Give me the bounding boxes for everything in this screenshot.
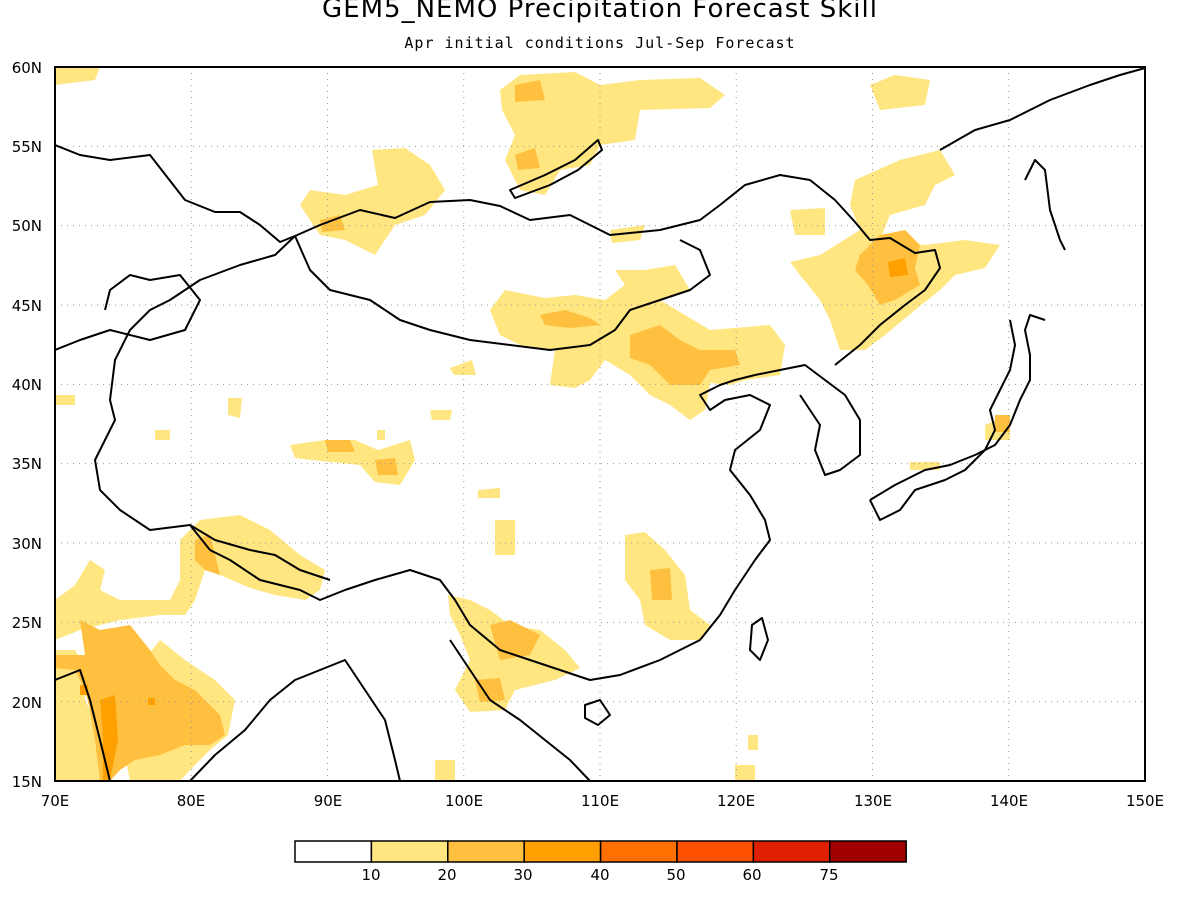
colorbar-swatch [676, 840, 755, 863]
map-subtitle: Apr initial conditions Jul-Sep Forecast [404, 34, 796, 52]
coastlines [55, 67, 1145, 781]
y-tick-label: 55N [12, 138, 42, 156]
japan-west-coast-line [869, 319, 1016, 521]
colorbar-swatch [829, 840, 907, 863]
skill-area [748, 735, 758, 750]
skill-area [450, 360, 476, 375]
skill-area [377, 430, 385, 440]
korea-coast-line [754, 364, 861, 476]
russia-border-line [55, 144, 941, 366]
y-tick-label: 20N [12, 694, 42, 712]
y-tick-label: 60N [12, 59, 42, 77]
y-tick-labels: 15N 20N 25N 30N 35N 40N 45N 50N 55N 60N [12, 59, 42, 791]
skill-area [515, 80, 545, 102]
x-tick-label: 120E [717, 792, 755, 810]
skill-area [495, 520, 515, 555]
colorbar-swatch [370, 840, 449, 863]
skill-area [195, 535, 220, 575]
skill-area [650, 568, 672, 600]
colorbar-label: 20 [437, 866, 456, 884]
skill-area [430, 410, 452, 420]
skill-20-30-areas [55, 80, 1010, 781]
colorbar-swatch [752, 840, 831, 863]
sakhalin-coast-line [1024, 159, 1066, 251]
skill-area [500, 72, 725, 195]
colorbar-label: 40 [590, 866, 609, 884]
skill-shading [55, 67, 1010, 781]
skill-area [320, 215, 345, 232]
map-frame [54, 66, 1146, 782]
colorbar-label: 10 [361, 866, 380, 884]
skill-area [995, 415, 1010, 432]
himalaya-border-line [189, 524, 331, 581]
x-tick-label: 110E [581, 792, 619, 810]
skill-area [855, 230, 920, 305]
colorbar-swatch [599, 840, 678, 863]
y-tick-label: 50N [12, 217, 42, 235]
x-tick-label: 90E [314, 792, 343, 810]
skill-area [790, 208, 825, 235]
x-tick-label: 80E [177, 792, 206, 810]
hainan-line [584, 699, 611, 726]
skill-area [325, 440, 355, 452]
skill-area [435, 760, 455, 781]
china-coast-line [559, 374, 771, 681]
map-title: GEM5_NEMO Precipitation Forecast Skill [322, 0, 878, 24]
colorbar-label: 30 [513, 866, 532, 884]
x-tick-label: 140E [990, 792, 1028, 810]
y-tick-label: 30N [12, 535, 42, 553]
skill-area [888, 258, 908, 277]
colorbar [294, 840, 907, 863]
y-tick-label: 40N [12, 376, 42, 394]
colorbar-label: 60 [742, 866, 761, 884]
okhotsk-coast-line [939, 67, 1145, 151]
skill-area [735, 765, 755, 781]
skill-10-20-areas [55, 67, 1010, 781]
y-tick-label: 15N [12, 773, 42, 791]
colorbar-swatch [294, 840, 373, 863]
skill-area [55, 515, 325, 640]
baikal-line [509, 139, 603, 199]
skill-area [55, 395, 75, 405]
skill-area [375, 458, 398, 475]
skill-area [540, 310, 600, 328]
colorbar-swatch [447, 840, 525, 863]
y-tick-label: 25N [12, 614, 42, 632]
japan-coast-line [869, 314, 1046, 501]
skill-area [55, 67, 100, 85]
china-west-border-line [94, 235, 561, 671]
x-tick-label: 150E [1126, 792, 1164, 810]
india-coast-line [55, 669, 111, 781]
map-grid [55, 67, 1145, 781]
skill-area [630, 325, 740, 385]
kazakh-coast-line [55, 274, 201, 351]
skill-area [300, 148, 445, 255]
x-tick-label: 130E [854, 792, 892, 810]
skill-area [155, 430, 170, 440]
colorbar-swatch [523, 840, 602, 863]
colorbar-label: 50 [666, 866, 685, 884]
taiwan-line [749, 617, 769, 661]
skill-area [55, 620, 225, 781]
colorbar-labels: 10 20 30 40 50 60 75 [361, 866, 838, 884]
colorbar-label: 75 [819, 866, 838, 884]
x-tick-labels: 70E 80E 90E 100E 110E 120E 130E 140E 150… [41, 792, 1164, 810]
y-tick-label: 45N [12, 297, 42, 315]
indochina-line [449, 639, 591, 781]
skill-area [870, 75, 930, 110]
skill-area [515, 148, 540, 170]
mongolia-border-line [294, 235, 711, 351]
skill-area [475, 678, 505, 702]
x-tick-label: 100E [445, 792, 483, 810]
skill-area [478, 488, 500, 498]
bay-of-bengal-line [189, 659, 401, 781]
skill-area [228, 398, 242, 418]
x-tick-label: 70E [41, 792, 70, 810]
y-tick-label: 35N [12, 455, 42, 473]
